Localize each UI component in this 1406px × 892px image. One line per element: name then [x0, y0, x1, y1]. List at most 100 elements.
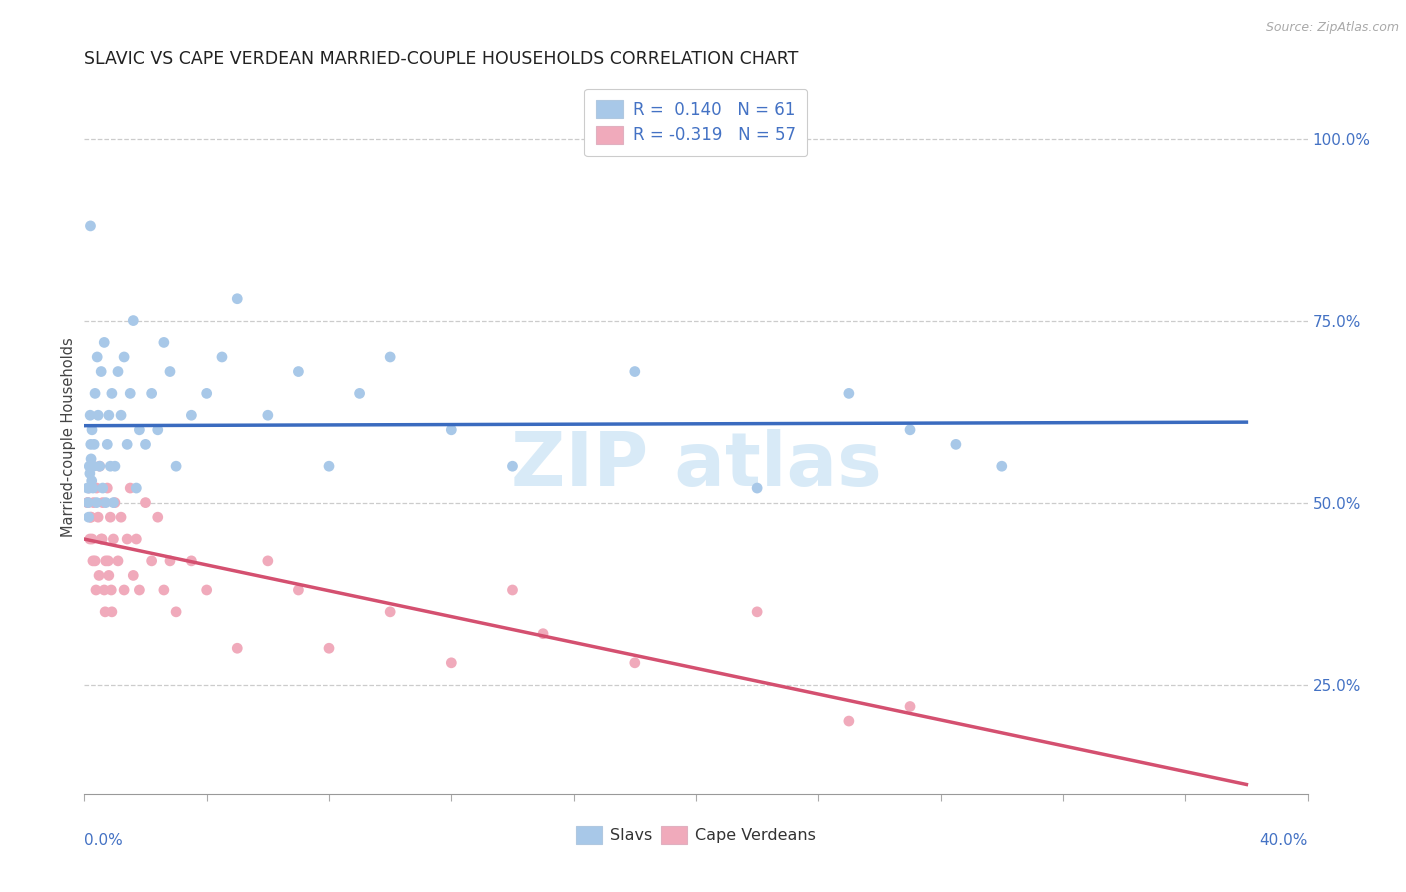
Point: [94, 605, 117, 619]
Point: [380, 605, 402, 619]
Point: [287, 365, 309, 379]
Point: [80, 510, 103, 524]
Point: [87, 510, 110, 524]
Point: [87, 568, 110, 582]
Point: [98, 510, 121, 524]
Point: [77, 510, 100, 524]
Point: [83, 437, 105, 451]
Point: [747, 605, 769, 619]
Legend: Slavs, Cape Verdeans: Slavs, Cape Verdeans: [569, 820, 823, 850]
Point: [93, 335, 115, 350]
Point: [120, 386, 142, 401]
Point: [531, 626, 554, 640]
Point: [110, 510, 132, 524]
Point: [898, 423, 921, 437]
Point: [82, 481, 104, 495]
Point: [87, 409, 110, 423]
Point: [318, 459, 340, 474]
Point: [107, 554, 129, 568]
Point: [91, 532, 114, 546]
Point: [153, 582, 176, 597]
Point: [79, 467, 101, 481]
Point: [120, 481, 142, 495]
Point: [125, 481, 148, 495]
Point: [77, 459, 100, 474]
Point: [83, 459, 105, 474]
Point: [86, 481, 108, 495]
Point: [211, 350, 233, 364]
Text: 0.0%: 0.0%: [84, 833, 124, 847]
Point: [94, 554, 117, 568]
Point: [98, 459, 121, 474]
Point: [93, 582, 115, 597]
Point: [96, 481, 118, 495]
Point: [86, 495, 108, 509]
Text: 40.0%: 40.0%: [1260, 833, 1308, 847]
Point: [107, 365, 129, 379]
Point: [79, 532, 101, 546]
Point: [79, 219, 101, 233]
Point: [180, 409, 202, 423]
Point: [159, 365, 181, 379]
Point: [103, 532, 125, 546]
Point: [100, 582, 122, 597]
Point: [104, 495, 127, 509]
Point: [110, 409, 132, 423]
Point: [146, 510, 169, 524]
Point: [945, 437, 967, 451]
Point: [91, 495, 114, 509]
Point: [257, 409, 280, 423]
Point: [89, 459, 111, 474]
Point: [624, 656, 647, 670]
Point: [104, 459, 127, 474]
Point: [115, 437, 138, 451]
Point: [287, 582, 309, 597]
Point: [77, 495, 100, 509]
Point: [180, 554, 202, 568]
Point: [103, 495, 125, 509]
Point: [125, 532, 148, 546]
Point: [226, 641, 249, 656]
Text: ZIP atlas: ZIP atlas: [510, 429, 882, 502]
Text: Source: ZipAtlas.com: Source: ZipAtlas.com: [1265, 21, 1399, 34]
Point: [77, 495, 100, 509]
Point: [76, 495, 98, 509]
Y-axis label: Married-couple Households: Married-couple Households: [60, 337, 76, 537]
Point: [502, 459, 524, 474]
Point: [159, 554, 181, 568]
Point: [80, 474, 103, 488]
Point: [141, 386, 163, 401]
Point: [94, 495, 117, 509]
Point: [153, 335, 176, 350]
Point: [135, 495, 157, 509]
Point: [84, 386, 107, 401]
Point: [97, 568, 120, 582]
Point: [838, 386, 860, 401]
Point: [141, 554, 163, 568]
Point: [195, 582, 218, 597]
Point: [128, 582, 150, 597]
Point: [80, 437, 103, 451]
Point: [165, 459, 187, 474]
Point: [82, 554, 104, 568]
Point: [226, 292, 249, 306]
Point: [991, 459, 1014, 474]
Point: [83, 495, 105, 509]
Point: [79, 409, 101, 423]
Point: [80, 532, 103, 546]
Point: [91, 481, 114, 495]
Point: [89, 459, 111, 474]
Point: [77, 481, 100, 495]
Point: [747, 481, 769, 495]
Point: [77, 481, 100, 495]
Point: [84, 582, 107, 597]
Point: [838, 714, 860, 728]
Point: [318, 641, 340, 656]
Point: [440, 423, 463, 437]
Point: [112, 350, 135, 364]
Point: [101, 605, 124, 619]
Point: [122, 313, 145, 327]
Point: [135, 437, 157, 451]
Point: [79, 510, 101, 524]
Point: [97, 409, 120, 423]
